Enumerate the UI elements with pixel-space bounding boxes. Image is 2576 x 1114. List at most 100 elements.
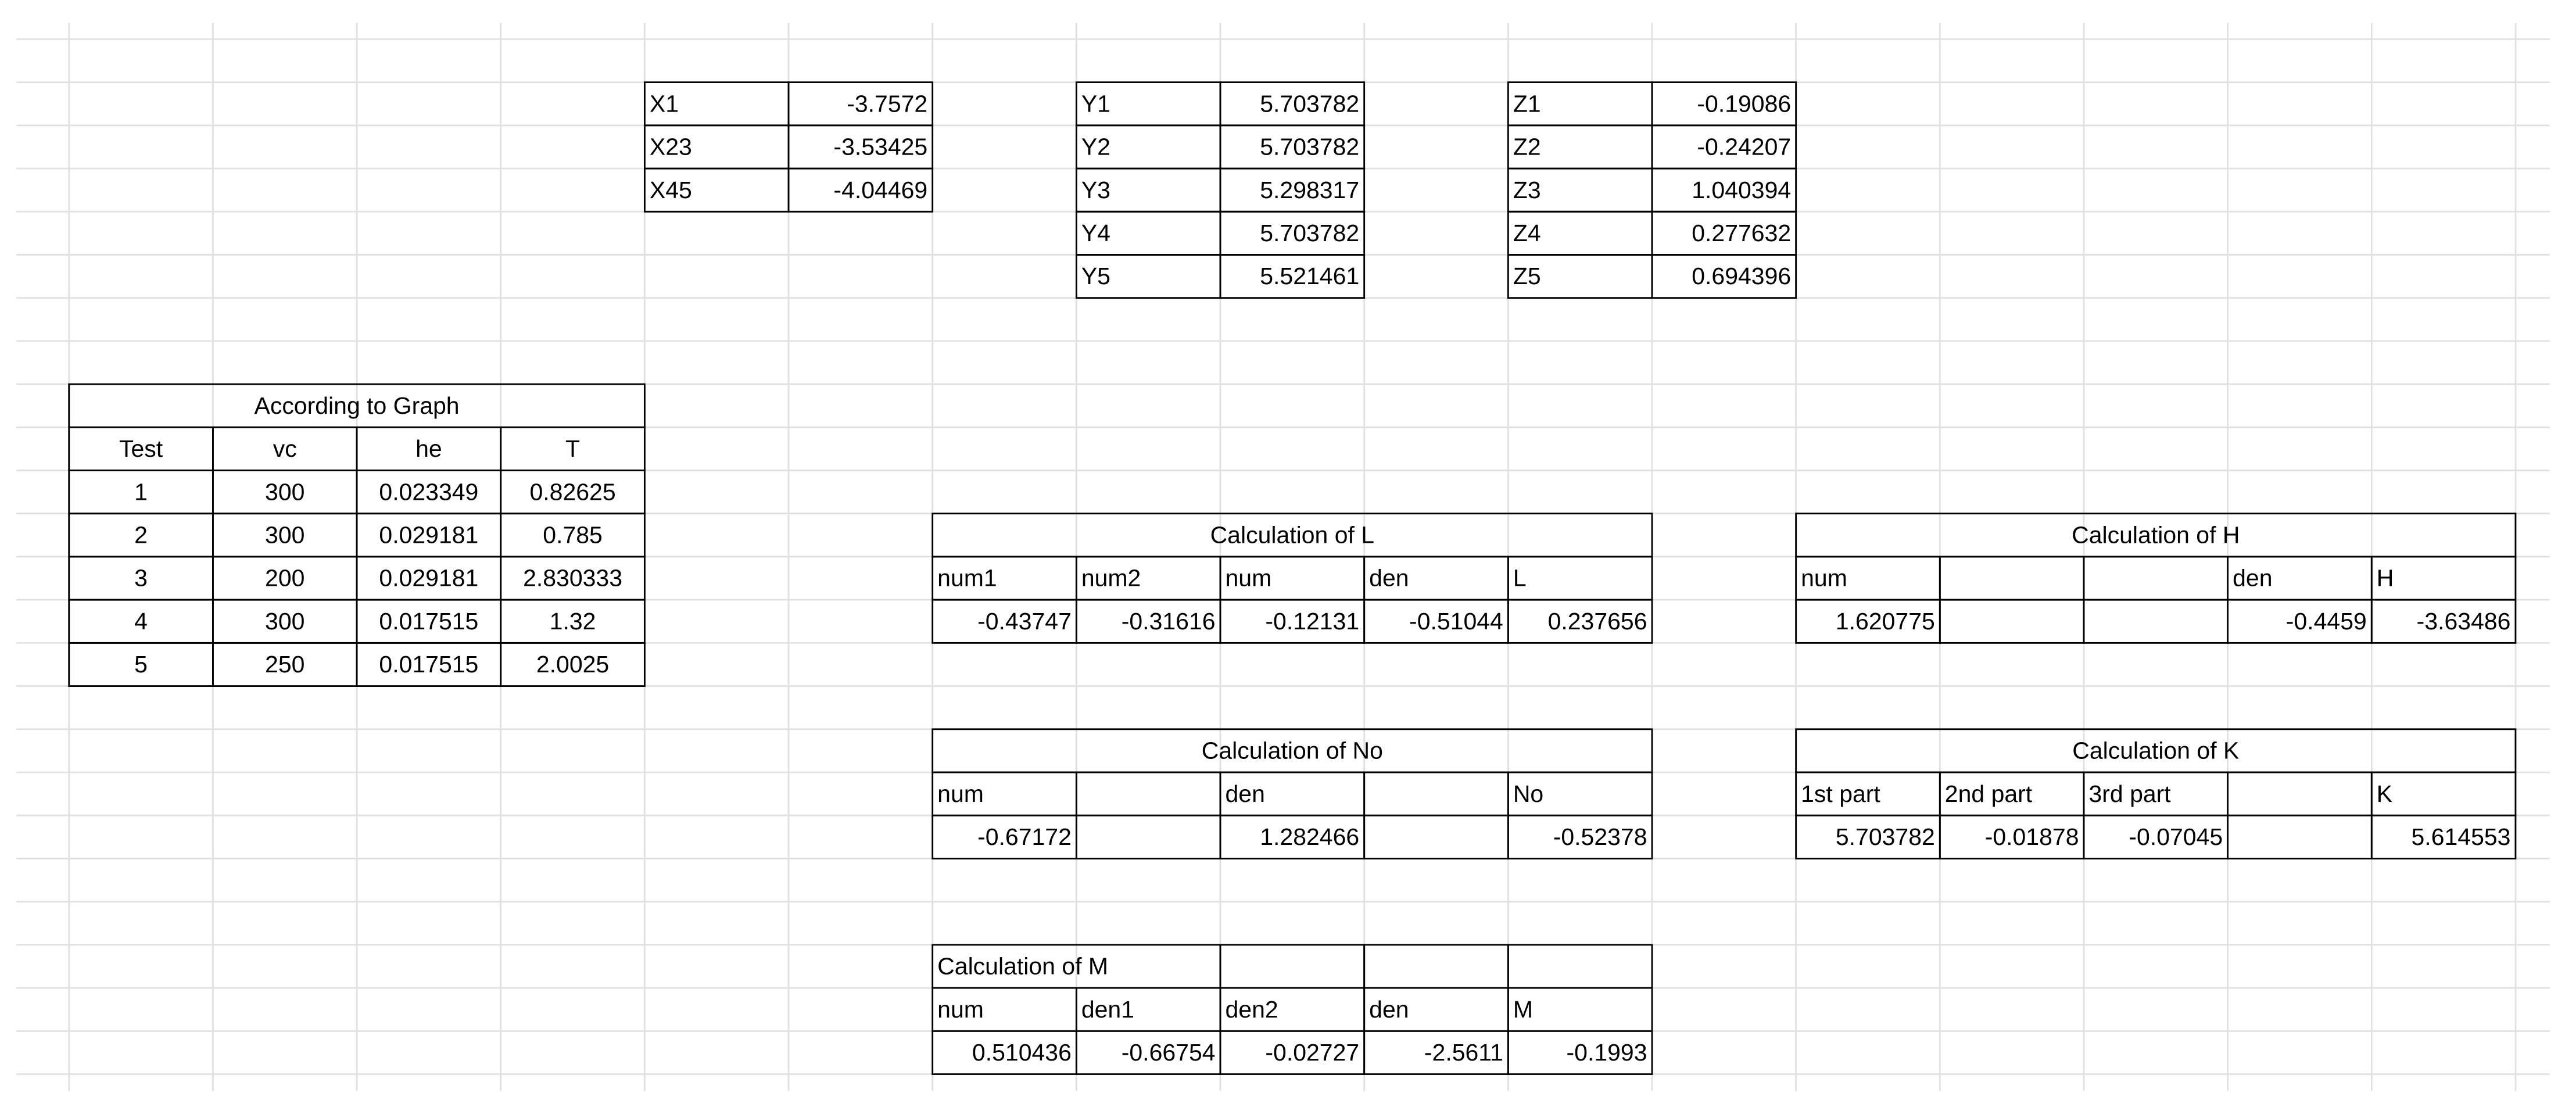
cell-text: -0.07045 — [2129, 823, 2223, 850]
cell-text: X23 — [650, 134, 692, 160]
cell-text: num — [937, 996, 984, 1023]
cell-text: 0.023349 — [379, 478, 478, 505]
cell-text: -0.19086 — [1697, 90, 1791, 117]
cell-text: Y2 — [1081, 134, 1110, 160]
cell-text: num — [1801, 565, 1847, 592]
cell-text: 5.703782 — [1260, 134, 1359, 160]
cell-text: 2 — [134, 521, 148, 548]
cell-text: -0.51044 — [1409, 608, 1503, 635]
cell — [1507, 814, 1653, 859]
cell-text: -0.67172 — [977, 823, 1072, 850]
cell-text: 0.017515 — [379, 608, 478, 635]
cell-text: vc — [273, 435, 297, 462]
cell-text: -2.5611 — [1424, 1039, 1503, 1066]
cell-text: No — [1513, 780, 1543, 807]
cell-text: -0.1993 — [1567, 1039, 1647, 1066]
cell-text: -0.02727 — [1265, 1039, 1359, 1066]
cell — [1219, 254, 1366, 299]
cell-text: 0.785 — [543, 521, 603, 548]
cell-text: 0.277632 — [1692, 220, 1791, 246]
cell-text: X1 — [650, 90, 679, 117]
cell-text: den1 — [1081, 996, 1134, 1023]
cell-text: num1 — [937, 565, 997, 592]
cell-text: Z5 — [1513, 263, 1541, 289]
cell — [2370, 599, 2517, 644]
cell-text: Calculation of No — [1202, 737, 1383, 764]
cell-text: den — [1369, 996, 1409, 1023]
cells: X1 -3.7572 X23 -3.53425 X45 -4.04469 Y1 5.70378… — [68, 81, 2517, 1075]
cell-text: den — [2233, 565, 2272, 592]
cell-text: num — [1226, 565, 1272, 592]
cell-text: Z2 — [1513, 134, 1541, 160]
cell-text: num — [937, 780, 984, 807]
cell-text: 5.703782 — [1260, 220, 1359, 246]
cell-text: 5.298317 — [1260, 177, 1359, 203]
cell-text: -0.66754 — [1122, 1039, 1216, 1066]
cell — [1507, 599, 1653, 644]
cell-text: -0.52378 — [1553, 823, 1647, 850]
cell-text: 0.029181 — [379, 565, 478, 592]
cell-text: Y5 — [1081, 263, 1110, 289]
cell-text: Y3 — [1081, 177, 1110, 203]
cell-text: 0.82625 — [529, 478, 615, 505]
cell-text: 1.620775 — [1836, 608, 1935, 635]
cell-text: den — [1226, 780, 1265, 807]
cell-text: -0.31616 — [1122, 608, 1216, 635]
cell-text: 250 — [265, 651, 304, 678]
cell-text: 2nd part — [1945, 780, 2033, 807]
cell-text: den — [1369, 565, 1409, 592]
cell-text: 300 — [265, 478, 304, 505]
cell-text: Test — [119, 435, 163, 462]
cell-text: 0.017515 — [379, 651, 478, 678]
cell-text: H — [2377, 565, 2394, 592]
cell-text: -4.04469 — [833, 177, 927, 203]
cell — [787, 167, 934, 213]
cell-text: 0.510436 — [972, 1039, 1072, 1066]
cell-text: -0.24207 — [1697, 134, 1791, 160]
cell-text: According to Graph — [254, 392, 459, 419]
cell-text: -0.4459 — [2286, 608, 2367, 635]
cell-text: Z4 — [1513, 220, 1541, 246]
cell-text: Y1 — [1081, 90, 1110, 117]
cell-text: Y4 — [1081, 220, 1110, 246]
cell-text: X45 — [650, 177, 692, 203]
cell-text: 3rd part — [2088, 780, 2171, 807]
cell-text: 0.029181 — [379, 521, 478, 548]
cell-text: -3.63486 — [2417, 608, 2511, 635]
cell-text: Z3 — [1513, 177, 1541, 203]
cell — [1651, 254, 1797, 299]
cell-text: Calculation of M — [937, 953, 1108, 980]
cell-text: -0.12131 — [1265, 608, 1359, 635]
cell-text: Z1 — [1513, 90, 1541, 117]
cell-text: Calculation of H — [2072, 521, 2240, 548]
cell-text: 5.614553 — [2412, 823, 2511, 850]
cell-text: 5.703782 — [1260, 90, 1359, 117]
cell-text: T — [565, 435, 580, 462]
cell-text: 2.0025 — [536, 651, 609, 678]
cell-text: K — [2377, 780, 2392, 807]
cell-text: 4 — [134, 608, 148, 635]
cell-text: 0.237656 — [1548, 608, 1647, 635]
cell-text: -0.43747 — [977, 608, 1072, 635]
cell-text: 1.040394 — [1692, 177, 1791, 203]
cell-text: 0.694396 — [1692, 263, 1791, 289]
cell — [2370, 814, 2517, 859]
cell-text: Calculation of K — [2072, 737, 2239, 764]
cell-text: he — [415, 435, 442, 462]
cell-text: 5 — [134, 651, 148, 678]
cell-text: 5.703782 — [1836, 823, 1935, 850]
cell-text: 1 — [134, 478, 148, 505]
cell-text: -3.53425 — [833, 134, 927, 160]
cell-text: 2.830333 — [523, 565, 622, 592]
cell — [500, 642, 646, 687]
cell-text: 1.32 — [550, 608, 596, 635]
cell-text: 1st part — [1801, 780, 1880, 807]
cell-text: -0.01878 — [1985, 823, 2079, 850]
cell-text: Calculation of L — [1210, 521, 1375, 548]
cell-text: M — [1513, 996, 1533, 1023]
cell-text: L — [1513, 565, 1527, 592]
cell-text: -3.7572 — [847, 90, 927, 117]
cell-text: num2 — [1081, 565, 1141, 592]
